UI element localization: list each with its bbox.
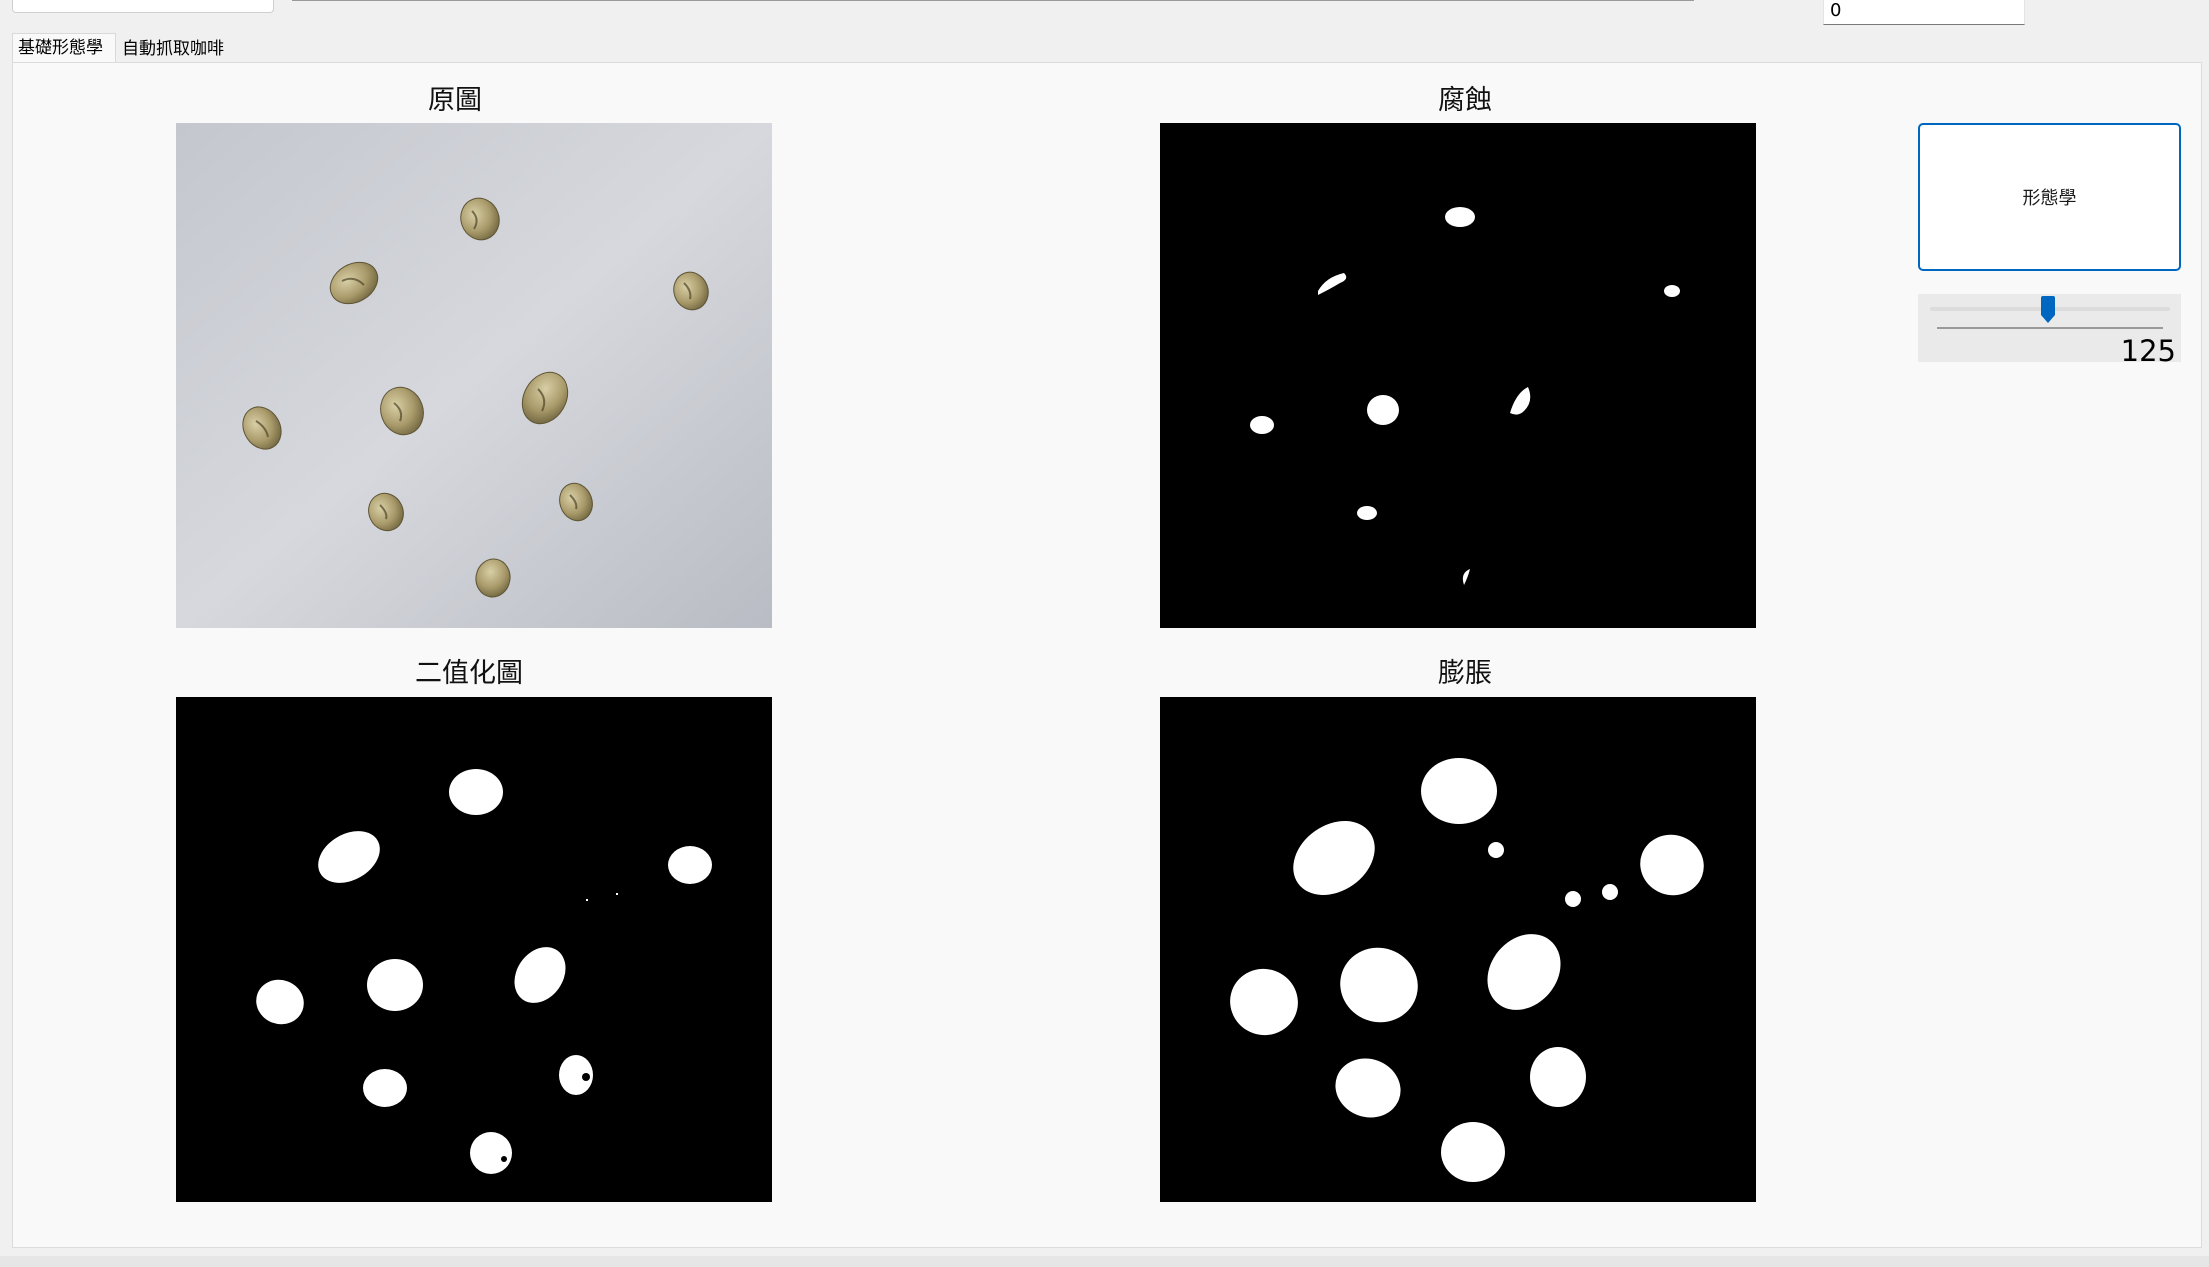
- tab-basic-morphology[interactable]: 基礎形態學: [12, 33, 116, 62]
- tab-auto-capture-coffee[interactable]: 自動抓取咖啡: [122, 39, 224, 59]
- top-left-field[interactable]: [12, 0, 274, 13]
- top-progress-line: [292, 0, 1694, 1]
- original-image: [176, 123, 772, 628]
- original-image-title: 原圖: [428, 85, 482, 116]
- value-input[interactable]: 0: [1823, 0, 2025, 25]
- binary-image: [176, 697, 772, 1202]
- erosion-image: [1160, 123, 1756, 628]
- dilation-image: [1160, 697, 1756, 1202]
- status-strip: [0, 1256, 2209, 1267]
- binary-image-title: 二值化圖: [415, 658, 523, 689]
- threshold-slider-tick-line: [1937, 327, 2163, 329]
- erosion-image-title: 腐蝕: [1438, 85, 1492, 116]
- threshold-slider-thumb[interactable]: [2040, 296, 2056, 324]
- threshold-value-label: 125: [2120, 334, 2176, 368]
- morphology-button[interactable]: 形態學: [1918, 123, 2181, 271]
- dilation-image-title: 膨脹: [1438, 658, 1492, 689]
